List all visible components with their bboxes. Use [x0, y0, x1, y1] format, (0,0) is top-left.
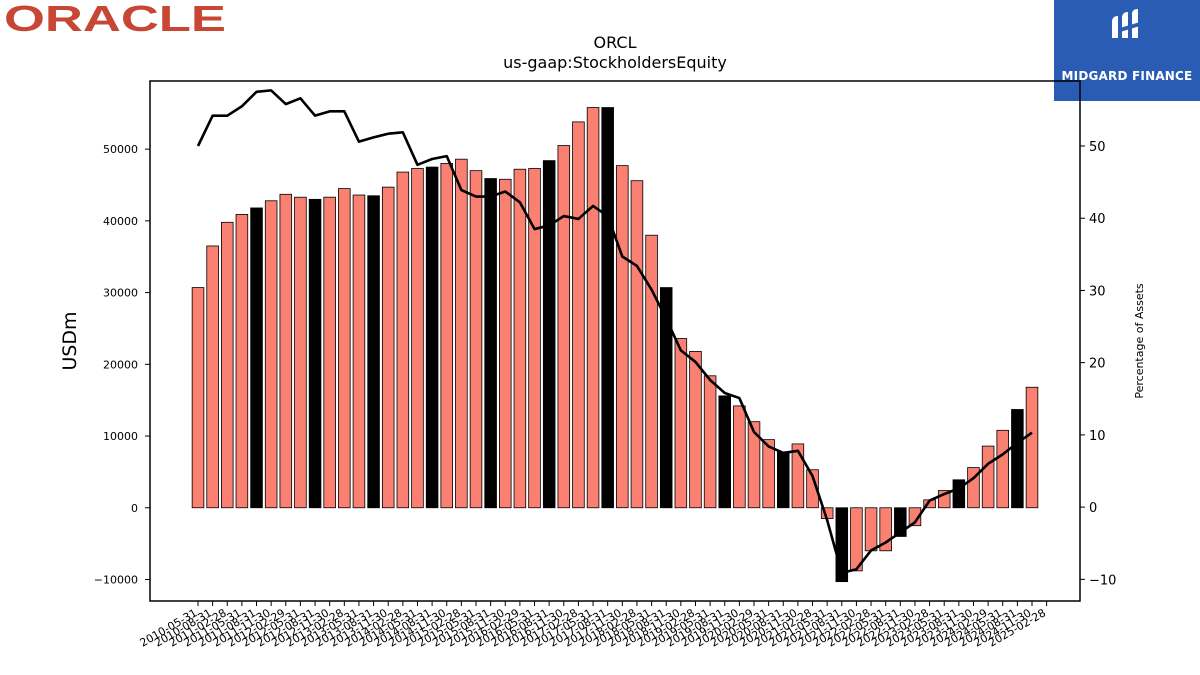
bar — [250, 207, 263, 509]
bar — [791, 443, 805, 509]
bar — [835, 507, 849, 583]
bar — [674, 338, 688, 509]
bar — [338, 188, 351, 509]
bar — [689, 350, 702, 509]
bar — [762, 439, 775, 509]
y-axis-left: −10000 0 10000 20000 30000 40000 50000 — [94, 143, 150, 586]
bar — [879, 507, 892, 552]
y-tick-label: 50000 — [103, 143, 138, 156]
y-axis-right: −10 0 10 20 30 40 50 — [1080, 140, 1116, 588]
y-right-tick-label: 40 — [1089, 212, 1106, 227]
bar — [908, 507, 922, 527]
bar — [747, 421, 761, 509]
plot-frame — [149, 80, 1081, 602]
bar — [703, 375, 717, 509]
bar — [864, 507, 878, 552]
bar — [996, 429, 1009, 509]
bar — [616, 165, 629, 509]
bar — [630, 180, 644, 509]
bar — [542, 160, 556, 509]
bar — [455, 158, 468, 509]
y-axis-label: USDm — [59, 311, 81, 370]
y-tick-label: −10000 — [94, 573, 138, 586]
bar — [191, 287, 205, 509]
y-right-tick-label: 30 — [1089, 284, 1106, 299]
y-tick-label: 10000 — [103, 430, 138, 443]
y-right-tick-label: 0 — [1089, 501, 1097, 516]
bar — [659, 287, 673, 509]
bar — [264, 200, 278, 509]
bar — [221, 221, 234, 509]
bar — [425, 166, 439, 509]
bar — [981, 445, 995, 509]
y-tick-label: 20000 — [103, 358, 138, 371]
x-axis: 2010-05-312010-08-312011-02-282011-05-31… — [138, 601, 1048, 650]
y-right-tick-label: 50 — [1089, 140, 1106, 155]
line-group — [196, 89, 1033, 575]
bar — [513, 168, 527, 509]
bar — [967, 467, 980, 509]
svg-text:ORACLE: ORACLE — [4, 0, 226, 39]
bar — [484, 178, 497, 509]
bar — [279, 193, 293, 509]
y-right-tick-label: 20 — [1089, 357, 1106, 372]
bar — [323, 196, 336, 509]
bar — [718, 395, 731, 509]
bar — [440, 163, 453, 509]
oracle-logo: ORACLE — [4, 0, 229, 40]
bar — [528, 168, 541, 509]
bar — [806, 469, 819, 509]
y-tick-label: 30000 — [103, 287, 138, 300]
bar — [294, 196, 307, 509]
y-right-tick-label: −10 — [1089, 573, 1116, 588]
y-tick-label: 0 — [131, 502, 138, 515]
y-axis-right-label: Percentage of Assets — [1133, 283, 1146, 399]
y-tick-label: 40000 — [103, 215, 138, 228]
bar — [1025, 386, 1039, 509]
bar — [469, 170, 483, 509]
midgard-finance-logo: MIDGARD FINANCE — [1054, 0, 1200, 101]
bar — [1011, 409, 1024, 509]
bar — [381, 186, 395, 509]
bar — [586, 107, 600, 509]
bar — [777, 451, 790, 509]
bar — [937, 490, 951, 509]
chart-subtitle: us-gaap:StockholdersEquity — [503, 53, 727, 72]
bar — [499, 178, 512, 509]
chart-title: ORCL — [594, 33, 637, 52]
bar — [411, 168, 424, 509]
bars-group — [191, 107, 1039, 583]
bar — [572, 121, 585, 509]
bar — [308, 198, 322, 509]
bar — [396, 171, 410, 509]
midgard-emblem-icon — [1112, 9, 1140, 38]
bar — [367, 195, 380, 509]
y-right-tick-label: 10 — [1089, 429, 1106, 444]
brand-name: MIDGARD FINANCE — [1061, 69, 1193, 83]
bar — [235, 214, 249, 509]
bar — [557, 145, 571, 509]
bar — [645, 234, 658, 509]
bar — [850, 507, 863, 572]
percentage-of-assets-line — [196, 89, 1033, 575]
bar — [733, 405, 746, 509]
bar — [601, 107, 614, 509]
bar — [206, 245, 219, 509]
bar — [952, 479, 966, 509]
bar — [352, 194, 366, 509]
bar — [894, 507, 907, 537]
